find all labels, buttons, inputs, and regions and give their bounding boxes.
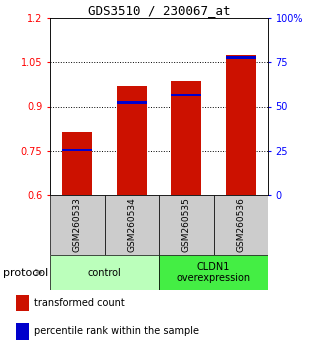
Text: GSM260534: GSM260534	[127, 198, 136, 252]
Bar	[159, 195, 213, 255]
Bar	[117, 101, 147, 104]
Text: GSM260535: GSM260535	[182, 198, 191, 252]
Text: CLDN1
overexpression: CLDN1 overexpression	[176, 262, 251, 283]
Text: GSM260533: GSM260533	[73, 198, 82, 252]
Bar	[50, 195, 105, 255]
Bar	[226, 56, 256, 59]
Bar	[117, 86, 147, 195]
Text: GSM260536: GSM260536	[236, 198, 245, 252]
Bar	[62, 132, 92, 195]
Bar	[50, 255, 159, 290]
Bar	[159, 255, 268, 290]
Text: protocol: protocol	[3, 268, 48, 278]
Bar	[16, 295, 29, 311]
Bar	[226, 55, 256, 195]
Bar	[62, 149, 92, 152]
Bar	[213, 195, 268, 255]
Title: GDS3510 / 230067_at: GDS3510 / 230067_at	[88, 4, 230, 17]
Text: control: control	[88, 268, 121, 278]
Bar	[171, 93, 201, 96]
Bar	[105, 195, 159, 255]
Text: transformed count: transformed count	[34, 298, 124, 308]
Bar	[16, 323, 29, 340]
Bar	[171, 81, 201, 195]
Text: percentile rank within the sample: percentile rank within the sample	[34, 326, 199, 337]
